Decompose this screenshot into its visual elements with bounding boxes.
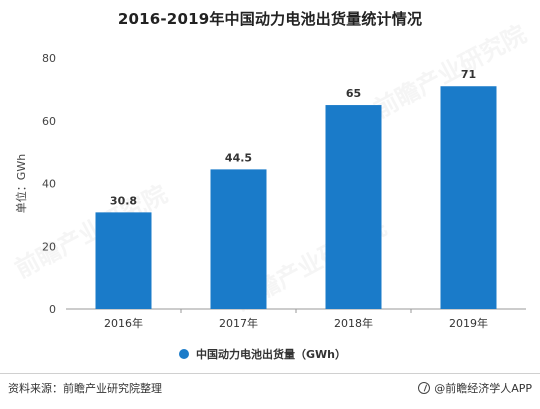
brand-text: @前瞻经济学人APP [434,382,532,395]
y-tick-label: 60 [42,115,56,128]
x-tick-label: 2017年 [219,316,258,330]
y-tick-label: 20 [42,240,56,253]
legend-label: 中国动力电池出货量（GWh） [196,347,346,361]
chart-title: 2016-2019年中国动力电池出货量统计情况 [117,10,423,28]
brand-credit: @前瞻经济学人APP [418,380,532,396]
bar-value-label: 44.5 [225,151,252,164]
bar [210,169,267,309]
bar [325,105,382,309]
y-axis-label: 单位：GWh [14,154,28,213]
bar-value-label: 65 [346,87,361,100]
footer-divider [0,373,540,374]
bar-value-label: 71 [461,68,476,81]
x-tick-label: 2016年 [104,316,143,330]
bar [440,86,497,309]
legend-marker [179,349,189,359]
bar-value-label: 30.8 [110,194,137,207]
x-tick-label: 2018年 [334,316,373,330]
source-note: 资料来源：前瞻产业研究院整理 [8,382,162,395]
bar [95,212,152,309]
x-tick-label: 2019年 [449,316,488,330]
y-tick-label: 0 [49,303,56,316]
y-tick-label: 40 [42,178,56,191]
y-tick-label: 80 [42,52,56,65]
brand-logo-icon [418,382,431,394]
